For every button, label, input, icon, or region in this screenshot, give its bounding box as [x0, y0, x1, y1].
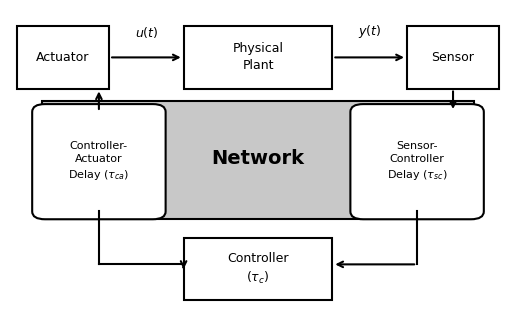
- FancyBboxPatch shape: [42, 101, 474, 219]
- Text: Physical
Plant: Physical Plant: [233, 42, 283, 73]
- FancyBboxPatch shape: [32, 104, 166, 219]
- FancyBboxPatch shape: [184, 238, 332, 300]
- Text: Controller-
Actuator
Delay ($\tau_{ca}$): Controller- Actuator Delay ($\tau_{ca}$): [68, 141, 130, 182]
- Text: Network: Network: [212, 149, 304, 168]
- Text: Sensor: Sensor: [431, 51, 474, 64]
- Text: $u(t)$: $u(t)$: [135, 25, 158, 40]
- Text: Controller
($\tau_c$): Controller ($\tau_c$): [227, 252, 289, 286]
- FancyBboxPatch shape: [350, 104, 484, 219]
- Text: $y(t)$: $y(t)$: [358, 23, 381, 40]
- FancyBboxPatch shape: [17, 26, 109, 89]
- Text: Sensor-
Controller
Delay ($\tau_{sc}$): Sensor- Controller Delay ($\tau_{sc}$): [387, 141, 447, 182]
- FancyBboxPatch shape: [184, 26, 332, 89]
- FancyBboxPatch shape: [407, 26, 499, 89]
- Text: Actuator: Actuator: [36, 51, 90, 64]
